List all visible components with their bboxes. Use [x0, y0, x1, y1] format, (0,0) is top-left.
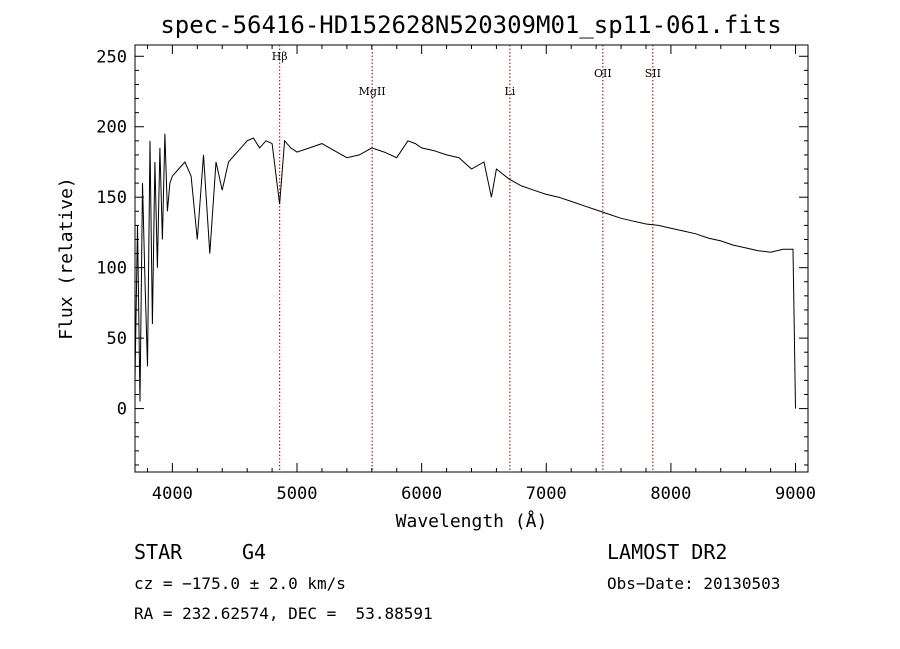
spectral-line-label: SII [645, 67, 661, 80]
x-tick-label: 4000 [152, 484, 193, 504]
x-tick-label: 6000 [401, 484, 442, 504]
redshift-label: cz = −175.0 ± 2.0 km/s [134, 574, 346, 593]
subclass-label: G4 [242, 540, 267, 564]
spectral-line-label: MgII [359, 85, 386, 98]
x-tick-label: 8000 [650, 484, 691, 504]
y-axis-label: Flux (relative) [56, 177, 77, 340]
obs-date-label: Obs−Date: 20130503 [607, 574, 781, 593]
plot-frame [134, 44, 809, 473]
chart-title: spec-56416-HD152628N520309M01_sp11-061.f… [160, 11, 781, 39]
y-tick-label: 150 [96, 188, 127, 208]
x-tick-label: 9000 [775, 484, 816, 504]
y-tick-label: 0 [117, 400, 127, 420]
y-tick-label: 200 [96, 118, 127, 138]
spectral-line-label: Li [504, 85, 515, 98]
x-tick-label: 5000 [277, 484, 318, 504]
x-axis-label: Wavelength (Å) [396, 510, 548, 532]
y-tick-label: 50 [107, 329, 127, 349]
spectrum-series-line [135, 133, 796, 409]
y-tick-label: 100 [96, 259, 127, 279]
x-tick-label: 7000 [526, 484, 567, 504]
coordinates-label: RA = 232.62574, DEC = 53.88591 [134, 604, 433, 623]
object-type-label: STAR [134, 540, 183, 564]
survey-label: LAMOST DR2 [607, 540, 728, 564]
spectral-line-label: OII [594, 67, 612, 80]
y-tick-label: 250 [96, 47, 127, 67]
spectral-line-label: Hβ [272, 50, 288, 63]
